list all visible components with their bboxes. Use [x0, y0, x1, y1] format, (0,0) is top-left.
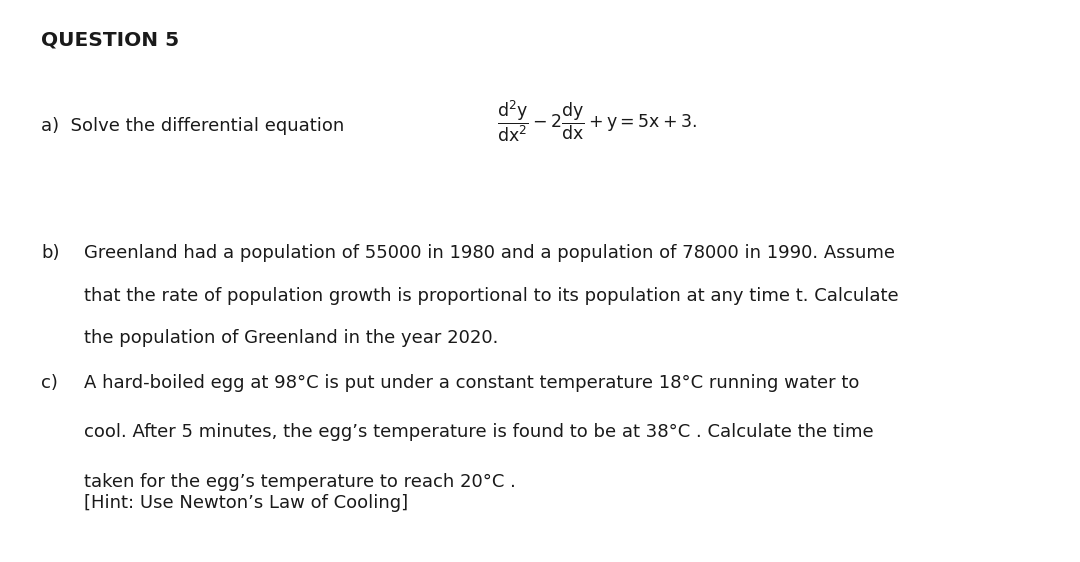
Text: Greenland had a population of 55000 in 1980 and a population of 78000 in 1990. A: Greenland had a population of 55000 in 1…	[84, 244, 895, 262]
Text: a)  Solve the differential equation: a) Solve the differential equation	[41, 117, 345, 135]
Text: QUESTION 5: QUESTION 5	[41, 31, 179, 50]
Text: c): c)	[41, 374, 58, 392]
Text: b): b)	[41, 244, 59, 262]
Text: A hard-boiled egg at 98°C is put under a constant temperature 18°C running water: A hard-boiled egg at 98°C is put under a…	[84, 374, 860, 392]
Text: taken for the egg’s temperature to reach 20°C .: taken for the egg’s temperature to reach…	[84, 473, 516, 491]
Text: cool. After 5 minutes, the egg’s temperature is found to be at 38°C . Calculate : cool. After 5 minutes, the egg’s tempera…	[84, 423, 874, 441]
Text: [Hint: Use Newton’s Law of Cooling]: [Hint: Use Newton’s Law of Cooling]	[84, 494, 408, 512]
Text: that the rate of population growth is proportional to its population at any time: that the rate of population growth is pr…	[84, 287, 899, 305]
Text: $\dfrac{\mathregular{d}^2\mathregular{y}}{\mathregular{dx}^2}-2\dfrac{\mathregul: $\dfrac{\mathregular{d}^2\mathregular{y}…	[497, 98, 697, 144]
Text: the population of Greenland in the year 2020.: the population of Greenland in the year …	[84, 329, 499, 347]
